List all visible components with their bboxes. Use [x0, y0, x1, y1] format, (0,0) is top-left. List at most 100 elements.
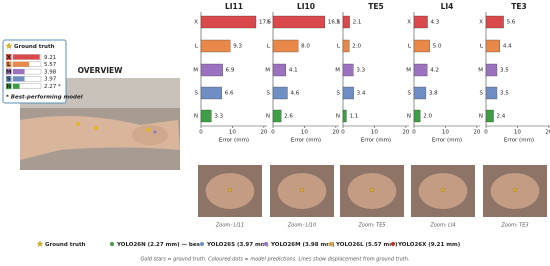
category-swatch	[6, 75, 12, 82]
zoom-star	[369, 187, 375, 193]
category-label: L	[267, 44, 271, 50]
zoom-caption: Zoom: TE5	[357, 223, 385, 229]
value-label: 3.3	[356, 68, 365, 74]
value-label: 2.6	[284, 114, 293, 120]
bar	[342, 39, 350, 53]
x-tick-label: 0	[412, 130, 416, 136]
category-label: S	[195, 91, 199, 97]
category-label: N	[266, 114, 270, 120]
bar	[272, 109, 282, 123]
chart-title: TE3	[511, 2, 526, 11]
legend-marker	[263, 241, 269, 247]
value-label: 4.3	[431, 20, 440, 26]
value-label: 6.6	[225, 91, 234, 97]
legend-label: YOLO26N (2.27 mm) — best	[116, 242, 203, 248]
value-label: 3.8	[429, 91, 438, 97]
inset-value-label: 2.27 *	[44, 84, 61, 90]
inset-value-label: 9.21	[44, 55, 56, 61]
x-axis-label: Error (mm)	[291, 138, 321, 144]
category-label: X	[194, 20, 198, 26]
bar	[485, 63, 498, 77]
value-label: 2.0	[352, 44, 361, 50]
inset-category: L	[7, 62, 11, 68]
bar	[200, 63, 223, 77]
x-tick-label: 0	[199, 130, 203, 136]
x-tick-label: 10	[301, 130, 308, 136]
x-tick-label: 20	[473, 130, 480, 136]
x-tick-label: 0	[484, 130, 488, 136]
legend-marker	[390, 241, 396, 247]
x-axis-label: Error (mm)	[432, 138, 462, 144]
category-label: S	[267, 91, 271, 97]
value-label: 9.3	[233, 44, 242, 50]
value-label: 3.4	[357, 91, 366, 97]
value-label: 4.4	[503, 44, 512, 50]
value-label: 1.1	[349, 114, 358, 120]
legend-label: YOLO26L (5.57 mm)	[335, 242, 398, 248]
legend-marker	[36, 240, 44, 247]
zoom-star	[227, 187, 233, 193]
inset-category: N	[6, 84, 11, 90]
category-label: X	[266, 20, 270, 26]
x-tick-label: 0	[341, 130, 345, 136]
category-label: N	[336, 114, 340, 120]
chart-title: LI11	[225, 2, 243, 11]
chart-title: TE5	[368, 2, 383, 11]
value-label: 3.5	[500, 68, 509, 74]
category-label: X	[336, 20, 340, 26]
x-tick-label: 20	[545, 130, 550, 136]
value-label: 6.9	[226, 68, 235, 74]
value-label: 17.5	[259, 20, 272, 26]
zoom-caption: Zoom: LI11	[215, 223, 244, 229]
value-label: 4.1	[289, 68, 298, 74]
bar	[200, 86, 222, 100]
value-label: 2.4	[497, 114, 506, 120]
inset-category: X	[7, 55, 12, 61]
category-label: L	[195, 44, 199, 50]
value-label: 2.0	[423, 114, 432, 120]
value-label: 2.1	[353, 20, 362, 26]
chart-title: LI10	[297, 2, 315, 11]
inset-bar	[13, 54, 40, 60]
x-tick-label: 0	[271, 130, 275, 136]
bar	[200, 39, 231, 53]
x-tick-label: 20	[332, 130, 339, 136]
overview-photo	[20, 78, 180, 170]
x-axis-label: Error (mm)	[361, 138, 391, 144]
inset-category: M	[6, 69, 11, 75]
category-label: M	[335, 68, 340, 74]
bar	[413, 63, 428, 77]
value-label: 5.0	[433, 44, 442, 50]
bar	[485, 86, 498, 100]
bar	[413, 86, 427, 100]
category-label: S	[337, 91, 341, 97]
legend-marker	[328, 241, 334, 247]
bar	[342, 86, 354, 100]
category-label: M	[193, 68, 198, 74]
category-label: L	[480, 44, 484, 50]
inset-legend-label: Ground truth	[14, 44, 55, 50]
zoom-caption: Zoom: LI4	[429, 223, 455, 229]
x-tick-label: 10	[514, 130, 521, 136]
value-label: 8.0	[301, 44, 310, 50]
legend-marker	[109, 241, 115, 247]
inset-bar	[13, 83, 20, 89]
bar	[272, 86, 288, 100]
category-swatch	[6, 61, 12, 68]
bar	[485, 39, 500, 53]
category-label: L	[337, 44, 341, 50]
inset-value-label: 5.57	[44, 62, 57, 68]
zoom-caption: Zoom: TE3	[500, 223, 528, 229]
category-label: N	[407, 114, 411, 120]
zoom-star	[299, 187, 305, 193]
legend-label: Ground truth	[45, 242, 86, 248]
bar	[200, 109, 212, 123]
legend-marker	[199, 241, 205, 247]
inset-bar	[13, 61, 30, 67]
bar	[413, 15, 428, 29]
category-label: X	[407, 20, 411, 26]
x-tick-label: 20	[260, 130, 267, 136]
value-label: 4.2	[430, 68, 439, 74]
bar	[272, 39, 299, 53]
